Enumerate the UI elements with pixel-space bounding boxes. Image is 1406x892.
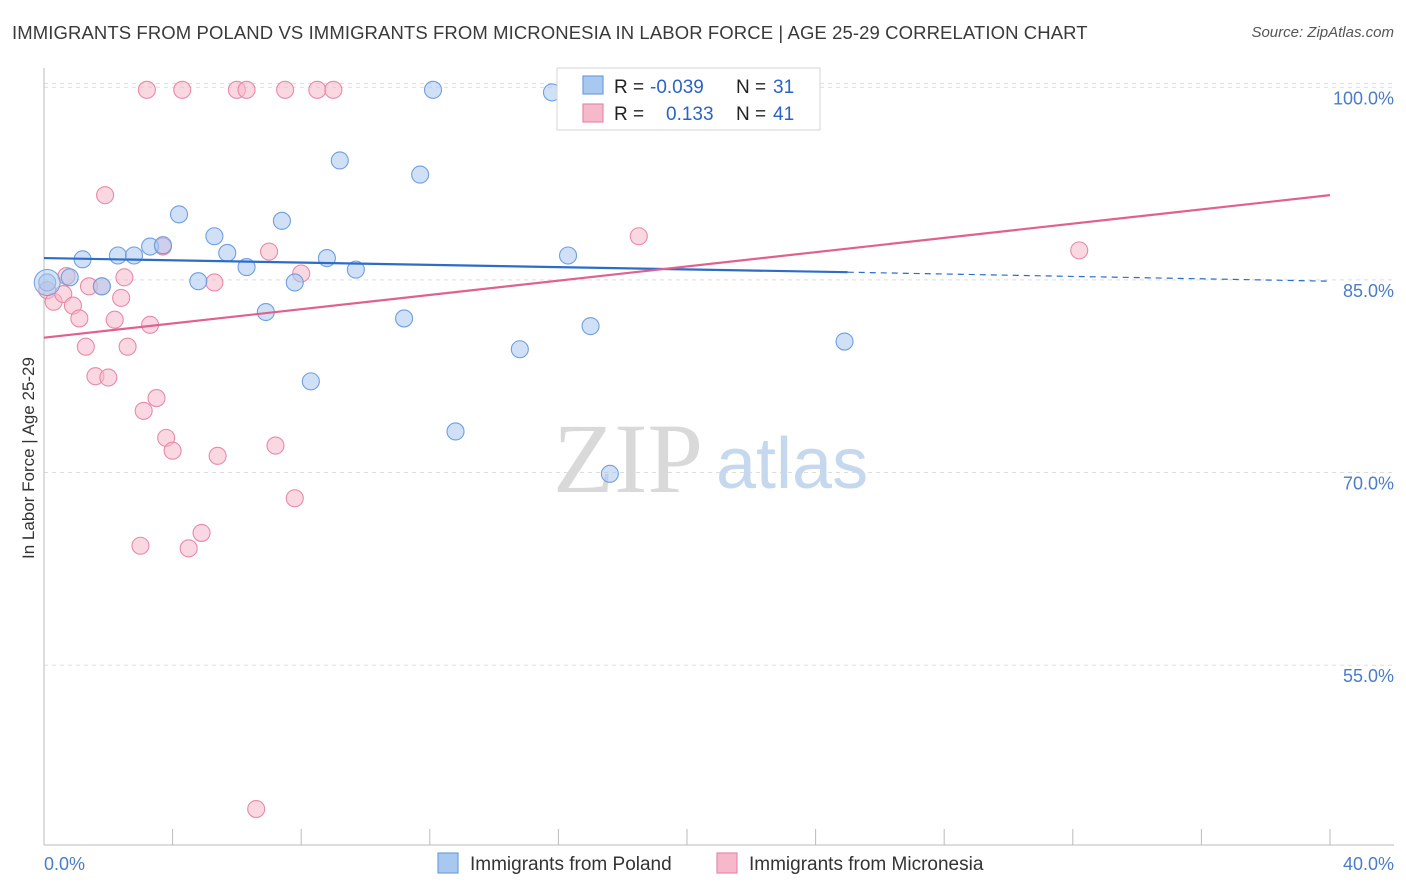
poland-point	[285, 273, 304, 292]
poland-point	[346, 260, 365, 279]
micronesia-point	[237, 80, 256, 99]
series-legend-swatch-micronesia	[716, 852, 738, 874]
micronesia-point	[629, 227, 648, 246]
poland-point	[237, 258, 256, 277]
micronesia-point	[70, 309, 89, 328]
micronesia-point	[285, 489, 304, 508]
micronesia-point	[308, 80, 327, 99]
y-axis-label: In Labor Force | Age 25-29	[19, 357, 38, 559]
micronesia-point	[54, 284, 73, 304]
poland-point	[446, 422, 465, 441]
micronesia-point	[208, 446, 227, 465]
series-legend: Immigrants from Poland Immigrants from M…	[437, 852, 984, 875]
y-tick-labels: 55.0% 70.0% 85.0% 100.0%	[1333, 88, 1394, 686]
micronesia-point	[137, 80, 156, 99]
poland-point	[92, 277, 111, 296]
y-tick-label: 100.0%	[1333, 88, 1394, 108]
legend-r-value-micronesia: 0.133	[666, 104, 714, 125]
micronesia-point	[192, 523, 211, 542]
micronesia-point	[99, 368, 118, 387]
legend-n-value-micronesia: 41	[773, 104, 794, 125]
poland-point	[153, 236, 173, 255]
poland-point	[411, 165, 430, 184]
micronesia-point	[163, 441, 182, 460]
poland-point	[510, 340, 529, 359]
micronesia-point	[247, 799, 266, 819]
series-legend-swatch-poland	[437, 852, 459, 874]
poland-point	[218, 243, 237, 262]
micronesia-point	[131, 536, 150, 555]
chart-title: IMMIGRANTS FROM POLAND VS IMMIGRANTS FRO…	[12, 22, 1088, 43]
poland-point	[558, 246, 578, 265]
legend-n-value-poland: 31	[773, 77, 794, 98]
micronesia-point	[118, 337, 137, 356]
poland-point	[124, 246, 144, 265]
micronesia-point	[115, 268, 134, 287]
micronesia-point	[205, 273, 224, 292]
poland-point	[189, 272, 208, 291]
data-points	[33, 80, 1089, 819]
micronesia-trend-line	[43, 194, 1331, 339]
legend-swatch-poland	[582, 75, 604, 95]
micronesia-point	[259, 242, 279, 261]
poland-point	[395, 309, 414, 328]
poland-point	[330, 151, 349, 170]
x-tick-label-min: 0.0%	[44, 854, 85, 874]
watermark: ZIP atlas	[553, 403, 868, 514]
legend-r-label-poland: R =	[614, 77, 644, 98]
y-tick-label: 85.0%	[1343, 281, 1394, 301]
y-tick-label: 70.0%	[1343, 474, 1394, 494]
watermark-zip: ZIP	[553, 403, 703, 514]
legend-r-value-poland: -0.039	[650, 77, 704, 98]
micronesia-point	[179, 539, 198, 558]
grid-lines	[44, 82, 1394, 666]
poland-point	[169, 205, 189, 224]
poland-point	[423, 80, 443, 99]
micronesia-point	[112, 288, 131, 307]
poland-point	[301, 372, 320, 391]
trend-lines	[43, 194, 1331, 339]
micronesia-point	[147, 389, 166, 408]
x-tick-label-max: 40.0%	[1343, 854, 1394, 874]
poland-point-large	[33, 268, 61, 296]
poland-point	[581, 317, 600, 336]
legend-n-label-micronesia: N =	[736, 104, 766, 125]
poland-point	[272, 211, 291, 230]
micronesia-point	[105, 310, 124, 329]
poland-point	[600, 464, 619, 483]
series-legend-label-micronesia: Immigrants from Micronesia	[749, 854, 984, 875]
y-tick-label: 55.0%	[1343, 666, 1394, 686]
poland-trend-line	[43, 256, 848, 274]
micronesia-point	[96, 186, 115, 205]
poland-point	[108, 246, 127, 265]
poland-point	[60, 268, 79, 287]
poland-point	[205, 227, 224, 246]
correlation-legend: R = -0.039 N = 31 R = 0.133 N = 41	[556, 67, 821, 131]
micronesia-point	[276, 80, 295, 99]
axes	[43, 68, 1394, 846]
micronesia-point	[134, 401, 153, 420]
micronesia-point	[76, 337, 95, 356]
poland-point	[835, 332, 854, 351]
legend-r-label-micronesia: R =	[614, 104, 644, 125]
watermark-atlas: atlas	[716, 424, 868, 504]
micronesia-point	[324, 80, 343, 99]
micronesia-point	[266, 436, 285, 455]
series-legend-label-poland: Immigrants from Poland	[470, 854, 672, 875]
micronesia-point	[173, 80, 192, 99]
micronesia-point	[1070, 241, 1089, 260]
poland-trend-extension	[847, 271, 1331, 282]
source-credit: Source: ZipAtlas.com	[1251, 24, 1394, 41]
legend-n-label-poland: N =	[736, 77, 766, 98]
legend-swatch-micronesia	[582, 103, 604, 123]
